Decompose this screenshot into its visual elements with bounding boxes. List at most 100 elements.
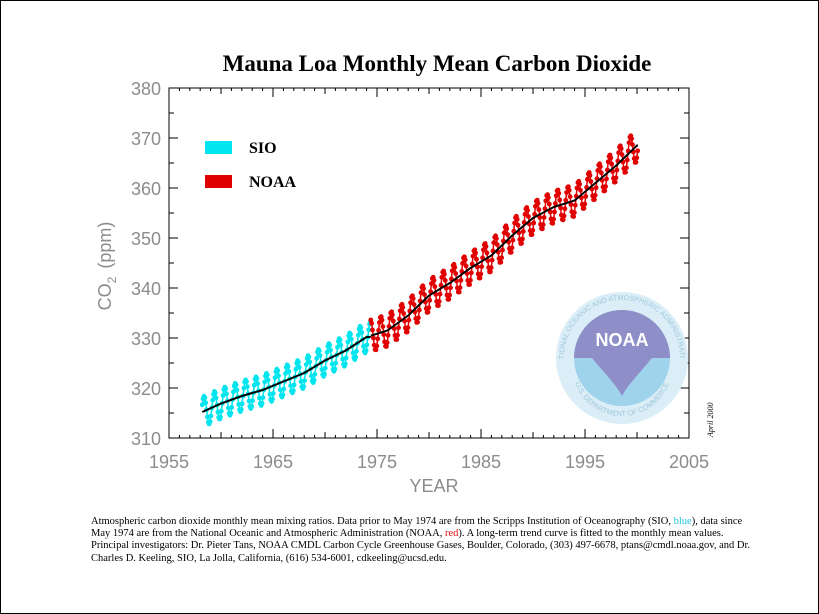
data-point-noaa (603, 184, 608, 189)
data-point-noaa (468, 277, 473, 283)
data-point-noaa (427, 297, 433, 303)
data-point-noaa (595, 168, 601, 173)
data-point-noaa (624, 165, 629, 171)
data-point-noaa (374, 343, 380, 349)
data-point-noaa (468, 270, 474, 276)
data-point-noaa (588, 179, 594, 184)
data-point-sio (270, 391, 276, 396)
x-tick-label: 2005 (669, 452, 709, 472)
data-point-sio (327, 342, 333, 348)
data-point-noaa (529, 232, 535, 238)
data-point-sio (324, 349, 330, 355)
data-point-noaa (429, 281, 434, 286)
data-point-noaa (551, 216, 556, 222)
data-point-noaa (608, 155, 614, 161)
data-point-sio (255, 381, 261, 386)
chart-title: Mauna Loa Monthly Mean Carbon Dioxide (223, 51, 652, 76)
y-tick-label: 380 (131, 79, 161, 99)
data-point-noaa (422, 292, 427, 297)
series-sio (199, 319, 373, 427)
data-point-sio (314, 355, 320, 361)
data-point-noaa (404, 329, 410, 335)
data-point-sio (249, 403, 255, 409)
data-point-noaa (540, 222, 546, 228)
data-point-noaa (406, 317, 412, 323)
data-point-sio (229, 405, 235, 410)
data-point-sio (312, 371, 318, 377)
data-point-noaa (401, 311, 407, 316)
data-point-noaa (618, 146, 624, 152)
data-point-sio (281, 386, 287, 392)
legend: SIO NOAA (205, 140, 297, 191)
data-point-sio (302, 378, 307, 383)
data-point-noaa (604, 176, 609, 182)
data-point-sio (328, 347, 333, 353)
data-point-noaa (418, 290, 424, 296)
data-point-noaa (592, 192, 598, 198)
data-point-noaa (479, 264, 485, 269)
x-tick-label: 1955 (149, 452, 189, 472)
data-point-noaa (371, 335, 376, 341)
data-point-noaa (498, 259, 504, 265)
data-point-noaa (560, 217, 566, 223)
data-point-noaa (474, 256, 479, 262)
data-point-noaa (522, 211, 528, 217)
y-tick-label: 360 (131, 179, 161, 199)
data-point-noaa (375, 336, 381, 342)
data-point-noaa (567, 194, 573, 200)
data-point-sio (233, 382, 239, 388)
data-point-noaa (501, 230, 507, 236)
data-point-sio (348, 331, 353, 337)
data-point-sio (353, 354, 359, 360)
data-point-noaa (561, 213, 567, 219)
data-point-noaa (634, 155, 640, 161)
data-point-noaa (473, 250, 478, 256)
data-point-sio (296, 359, 301, 365)
data-point-noaa (411, 302, 417, 307)
data-point-noaa (504, 226, 510, 232)
data-point-noaa (509, 245, 515, 251)
x-tick-label: 1985 (461, 452, 501, 472)
y-axis-label-main: CO (95, 283, 115, 310)
trend-line-noaa (370, 144, 638, 337)
data-point-sio (264, 372, 270, 378)
data-point-noaa (552, 209, 557, 215)
data-point-sio (290, 388, 296, 393)
data-point-noaa (563, 197, 569, 203)
data-point-sio (354, 348, 359, 354)
data-point-noaa (494, 242, 500, 248)
legend-label-sio: SIO (249, 140, 277, 157)
data-point-noaa (557, 197, 563, 203)
data-point-sio (265, 377, 271, 383)
data-point-noaa (626, 140, 632, 146)
data-point-sio (254, 376, 260, 381)
noaa-logo: NOAA NATIONAL OCEANIC AND ATMOSPHERIC AD… (556, 292, 688, 424)
x-axis: 1955 1965 1975 1985 1995 2005 (149, 88, 709, 472)
data-point-noaa (623, 169, 628, 175)
data-point-noaa (439, 274, 445, 280)
data-point-noaa (537, 215, 543, 220)
data-point-noaa (395, 332, 400, 338)
svg-text:CO2(ppm): CO2 (ppm) (95, 222, 119, 311)
trend-layer (201, 144, 638, 413)
y-tick-label: 310 (131, 429, 161, 449)
data-point-sio (208, 413, 214, 419)
data-point-noaa (425, 309, 431, 315)
data-point-noaa (553, 201, 558, 206)
data-point-noaa (410, 296, 416, 301)
data-point-noaa (436, 299, 442, 304)
data-point-noaa (609, 161, 615, 167)
data-point-sio (244, 384, 250, 389)
data-point-sio (250, 398, 255, 404)
data-point-noaa (515, 222, 521, 228)
data-point-noaa (547, 209, 553, 215)
data-point-noaa (452, 264, 458, 270)
data-point-noaa (602, 188, 608, 194)
data-point-noaa (437, 291, 443, 297)
data-point-noaa (585, 176, 590, 182)
data-point-noaa (447, 292, 452, 298)
data-point-sio (364, 342, 370, 348)
co2-chart: Mauna Loa Monthly Mean Carbon Dioxide 31… (95, 51, 715, 496)
data-point-noaa (583, 194, 589, 199)
